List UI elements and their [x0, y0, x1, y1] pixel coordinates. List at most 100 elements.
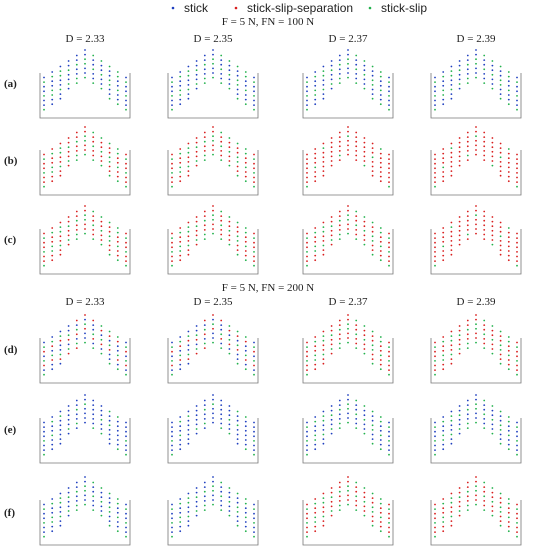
contact-dot [75, 140, 78, 143]
contact-dot [475, 407, 477, 410]
contact-dot [347, 480, 349, 483]
contact-dot [499, 74, 502, 77]
contact-dot [306, 181, 308, 184]
contact-dot [244, 349, 247, 352]
contact-dot [203, 500, 206, 502]
contact-dot [306, 346, 308, 348]
contact-dot [516, 531, 518, 533]
contact-dot [442, 157, 445, 160]
contact-dot [388, 158, 390, 161]
contact-dot [499, 174, 502, 177]
contact-dot [84, 499, 86, 501]
contact-dot [314, 429, 317, 432]
contact-dot [330, 405, 333, 407]
contact-dot [228, 405, 231, 407]
contact-dot [434, 76, 436, 79]
contact-dot [322, 170, 325, 173]
contact-dot [92, 408, 95, 411]
contact-dot [483, 54, 486, 57]
contact-dot [220, 490, 223, 493]
contact-dot [363, 164, 366, 167]
contact-dot [244, 171, 247, 173]
contact-dot [363, 137, 366, 139]
contact-dot [483, 136, 486, 139]
contact-dot [371, 97, 374, 100]
contact-dot [338, 219, 341, 222]
contact-panel [430, 476, 522, 546]
contact-dot [507, 94, 510, 96]
contact-dot [67, 141, 70, 144]
contact-dot [371, 353, 374, 356]
contact-dot [371, 230, 374, 233]
contact-dot [322, 88, 325, 91]
contact-dot [330, 69, 333, 72]
contact-dot [244, 94, 247, 96]
contact-dot [179, 152, 182, 155]
contact-dot [516, 440, 518, 442]
contact-dot [212, 503, 214, 506]
contact-dot [171, 251, 173, 253]
contact-dot [355, 136, 358, 139]
contact-dot [434, 260, 436, 262]
contact-dot [43, 251, 45, 253]
contact-dot [475, 398, 477, 401]
contact-dot [116, 336, 119, 338]
contact-dot [236, 506, 239, 509]
contact-dot [450, 358, 453, 360]
contact-dot [442, 443, 445, 446]
contact-dot [347, 218, 349, 221]
contact-dot [171, 260, 173, 262]
contact-dot [322, 424, 325, 427]
contact-dot [43, 360, 45, 362]
contact-dot [516, 453, 518, 456]
contact-dot [75, 238, 78, 241]
contact-dot [442, 80, 445, 83]
contact-dot [371, 170, 374, 173]
contact-dot [171, 503, 173, 506]
contact-dot [108, 520, 111, 522]
contact-dot [442, 530, 445, 533]
contact-dot [371, 79, 374, 82]
contact-dot [51, 171, 54, 173]
contact-dot [179, 530, 182, 533]
contact-dot [347, 228, 349, 230]
contact-dot [442, 498, 445, 500]
contact-dot [108, 362, 111, 365]
contact-dot [228, 229, 231, 232]
contact-dot [483, 238, 486, 241]
contact-dot [466, 229, 469, 231]
contact-dot [507, 434, 510, 437]
contact-dot [108, 244, 111, 247]
contact-dot [212, 403, 214, 406]
contact-dot [220, 229, 223, 231]
contact-dot [195, 150, 198, 153]
contact-dot [125, 360, 127, 362]
contact-dot [483, 427, 486, 429]
contact-dot [442, 259, 445, 262]
contact-dot [100, 64, 103, 67]
contact-dot [330, 220, 333, 223]
contact-dot [483, 229, 486, 231]
contact-dot [187, 358, 190, 360]
contact-dot [338, 63, 341, 66]
contact-panel [302, 314, 394, 384]
contact-dot [100, 338, 103, 341]
contact-dot [125, 181, 127, 184]
contact-dot [212, 314, 214, 316]
contact-dot [442, 94, 445, 96]
contact-dot [338, 404, 341, 406]
contact-dot [499, 165, 502, 168]
contact-dot [75, 418, 78, 420]
contact-dot [330, 160, 333, 162]
contact-dot [388, 90, 390, 93]
contact-dot [125, 503, 127, 506]
contact-dot [355, 73, 358, 75]
legend-label-stick-slip: stick-slip [381, 1, 427, 15]
contact-dot [458, 329, 461, 332]
contact-dot [434, 360, 436, 362]
contact-dot [475, 476, 477, 478]
contact-dot [499, 433, 502, 436]
contact-dot [187, 174, 190, 177]
contact-dot [59, 174, 62, 177]
contact-dot [371, 339, 374, 342]
